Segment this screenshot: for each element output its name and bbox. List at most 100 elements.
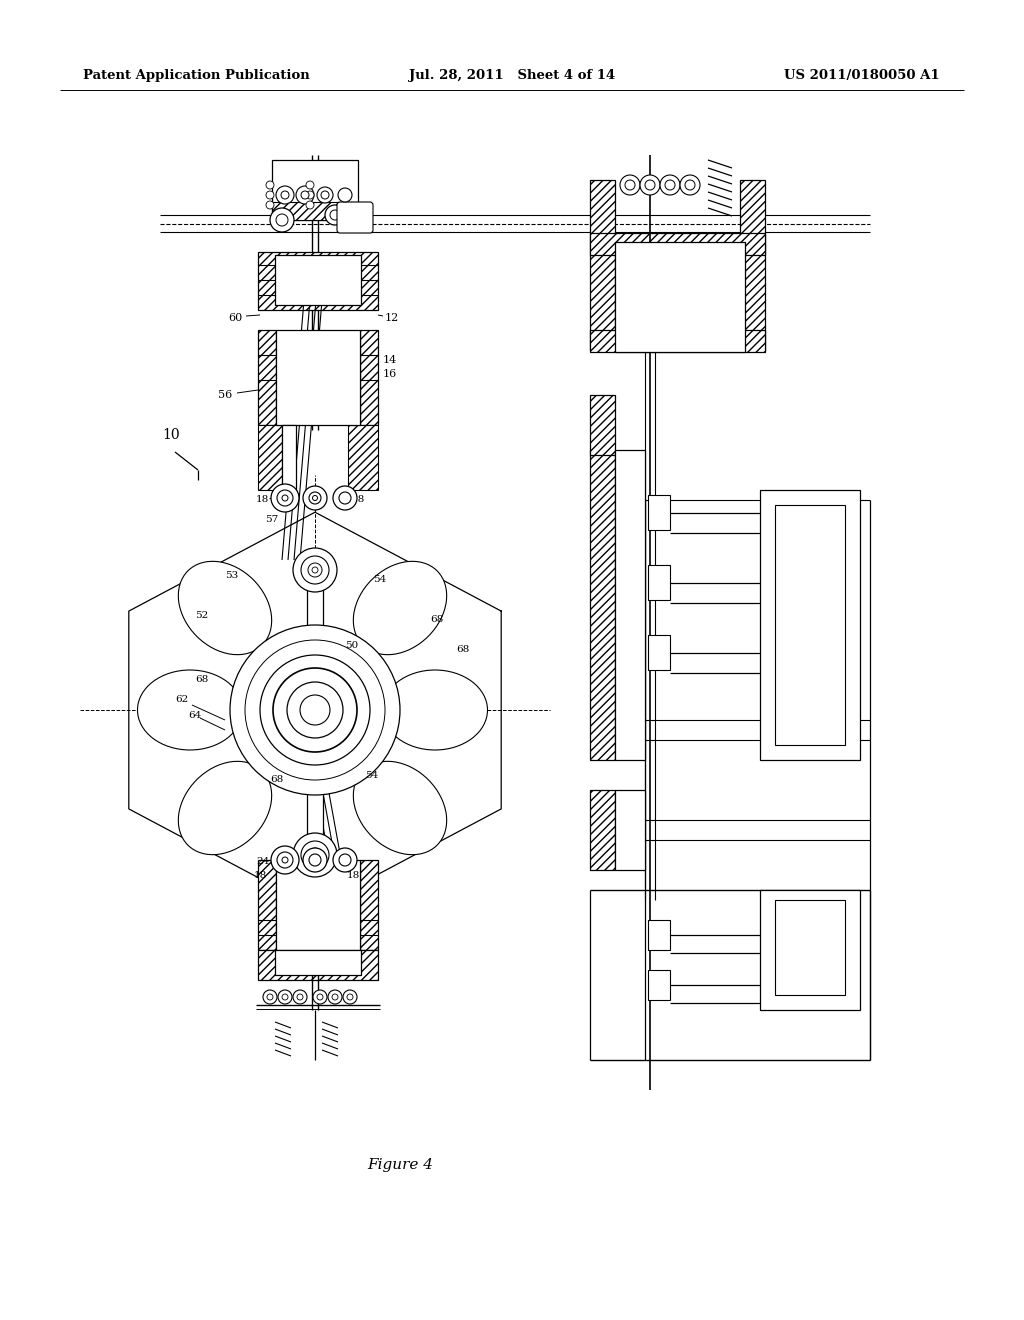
Text: Patent Application Publication: Patent Application Publication	[83, 69, 309, 82]
Circle shape	[330, 210, 340, 220]
Bar	[648, 635, 670, 671]
Text: 28: 28	[309, 705, 322, 714]
Ellipse shape	[383, 671, 487, 750]
Circle shape	[282, 857, 288, 863]
Circle shape	[640, 176, 660, 195]
Circle shape	[312, 568, 318, 573]
Circle shape	[271, 484, 299, 512]
Circle shape	[301, 841, 329, 869]
Bar	[258, 950, 378, 979]
Bar	[258, 330, 276, 425]
Circle shape	[301, 191, 309, 199]
Circle shape	[308, 847, 322, 862]
Circle shape	[333, 847, 357, 873]
Bar	[282, 425, 296, 490]
Circle shape	[278, 851, 293, 869]
Bar	[258, 425, 282, 490]
Text: 18: 18	[352, 495, 366, 504]
Circle shape	[309, 854, 321, 866]
Text: 14: 14	[383, 355, 397, 366]
Text: 68: 68	[430, 615, 443, 624]
Circle shape	[245, 640, 385, 780]
Ellipse shape	[178, 762, 271, 854]
Circle shape	[306, 201, 314, 209]
Text: 16: 16	[383, 370, 397, 379]
Circle shape	[282, 495, 288, 502]
Text: 62: 62	[175, 696, 188, 705]
Bar	[590, 234, 765, 255]
Circle shape	[260, 655, 370, 766]
Text: 68: 68	[270, 776, 284, 784]
Bar	[307, 570, 323, 855]
Circle shape	[321, 191, 329, 199]
FancyBboxPatch shape	[337, 202, 373, 234]
Circle shape	[273, 668, 357, 752]
Bar	[775, 900, 845, 995]
Circle shape	[287, 682, 343, 738]
Circle shape	[332, 994, 338, 1001]
Circle shape	[267, 994, 273, 1001]
Text: 68: 68	[195, 676, 208, 685]
Circle shape	[266, 191, 274, 199]
Circle shape	[685, 180, 695, 190]
Bar	[360, 330, 378, 425]
Circle shape	[300, 696, 330, 725]
Bar	[272, 160, 358, 220]
Bar	[648, 565, 670, 601]
Text: 56: 56	[218, 389, 232, 400]
Text: 54: 54	[365, 771, 378, 780]
Circle shape	[276, 186, 294, 205]
Circle shape	[278, 990, 292, 1005]
Circle shape	[303, 847, 327, 873]
Text: 18: 18	[347, 870, 360, 879]
Text: 12: 12	[385, 313, 399, 323]
Circle shape	[308, 564, 322, 577]
Bar	[272, 202, 358, 220]
Ellipse shape	[137, 671, 243, 750]
Text: 50: 50	[345, 640, 358, 649]
Circle shape	[309, 492, 321, 504]
Circle shape	[306, 181, 314, 189]
Bar	[275, 255, 361, 305]
Ellipse shape	[353, 762, 446, 854]
Text: 60: 60	[228, 313, 243, 323]
Circle shape	[276, 214, 288, 226]
Circle shape	[339, 854, 351, 866]
Circle shape	[263, 990, 278, 1005]
Bar	[648, 920, 670, 950]
Bar	[648, 495, 670, 531]
Circle shape	[230, 624, 400, 795]
Circle shape	[266, 201, 274, 209]
Circle shape	[282, 994, 288, 1001]
Circle shape	[293, 548, 337, 591]
Bar	[775, 506, 845, 744]
Text: 10: 10	[162, 428, 179, 442]
Circle shape	[312, 851, 318, 858]
Text: 64: 64	[188, 710, 202, 719]
Bar	[760, 490, 860, 760]
Circle shape	[303, 486, 327, 510]
Circle shape	[645, 180, 655, 190]
Text: 18: 18	[254, 870, 267, 879]
Bar	[590, 450, 615, 760]
Circle shape	[317, 187, 333, 203]
Bar	[590, 395, 615, 455]
Bar	[276, 330, 360, 425]
Text: 58: 58	[272, 172, 287, 182]
Ellipse shape	[178, 561, 271, 655]
Bar	[590, 330, 765, 352]
Bar	[360, 861, 378, 950]
Bar	[276, 861, 360, 950]
Circle shape	[293, 833, 337, 876]
Bar	[615, 789, 645, 870]
Circle shape	[333, 486, 357, 510]
Circle shape	[313, 990, 327, 1005]
Circle shape	[296, 186, 314, 205]
Circle shape	[266, 181, 274, 189]
Circle shape	[343, 990, 357, 1005]
Bar	[275, 950, 361, 975]
Bar	[590, 789, 615, 870]
Bar	[258, 861, 276, 950]
Text: 24: 24	[256, 858, 269, 866]
Circle shape	[625, 180, 635, 190]
